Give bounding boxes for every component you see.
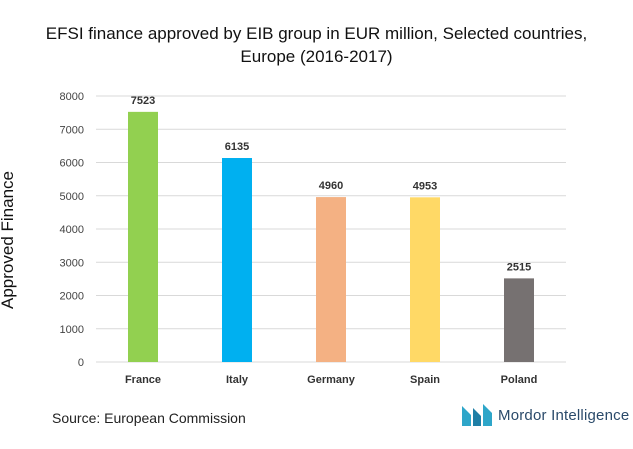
x-tick-label-poland: Poland (501, 374, 538, 386)
x-tick-label-italy: Italy (226, 374, 249, 386)
x-tick-labels: France Italy Germany Spain Poland (125, 374, 537, 386)
y-tick-labels: 0 1000 2000 3000 4000 5000 6000 7000 8000 (60, 91, 84, 369)
x-tick-label-germany: Germany (307, 374, 356, 386)
x-tick-label-france: France (125, 374, 161, 386)
y-tick-label: 8000 (60, 91, 84, 103)
bars (128, 111, 534, 362)
y-tick-label: 0 (78, 357, 84, 369)
bar-germany (316, 197, 346, 362)
bar-chart: 0 1000 2000 3000 4000 5000 6000 7000 8000 7523 61… (60, 91, 566, 386)
brand-name: Mordor Intelligence (498, 406, 630, 424)
bar-poland (504, 278, 534, 362)
data-labels: 7523 6135 4960 4953 2515 (131, 95, 531, 274)
bar-italy (222, 158, 252, 362)
y-tick-label: 5000 (60, 191, 84, 203)
source-note: Source: European Commission (52, 410, 246, 426)
y-tick-label: 1000 (60, 324, 84, 336)
bar-france (128, 111, 158, 362)
bar-spain (410, 197, 440, 362)
data-label-france: 7523 (131, 95, 155, 107)
brand-lockup: Mordor Intelligence (462, 404, 629, 426)
y-tick-label: 2000 (60, 291, 84, 303)
data-label-poland: 2515 (507, 261, 531, 273)
x-tick-label-spain: Spain (410, 374, 440, 386)
chart-title-line-1: EFSI finance approved by EIB group in EU… (45, 24, 588, 43)
y-tick-label: 4000 (60, 224, 84, 236)
y-tick-label: 3000 (60, 257, 84, 269)
data-label-spain: 4953 (413, 180, 437, 192)
data-label-germany: 4960 (319, 180, 343, 192)
mordor-logo-icon (462, 404, 492, 426)
gridlines (96, 95, 566, 363)
chart-title: EFSI finance approved by EIB group in EU… (0, 22, 633, 68)
chart-title-line-2: Europe (2016-2017) (240, 47, 393, 66)
y-tick-label: 7000 (60, 124, 84, 136)
data-label-italy: 6135 (225, 141, 249, 153)
y-tick-label: 6000 (60, 158, 84, 170)
